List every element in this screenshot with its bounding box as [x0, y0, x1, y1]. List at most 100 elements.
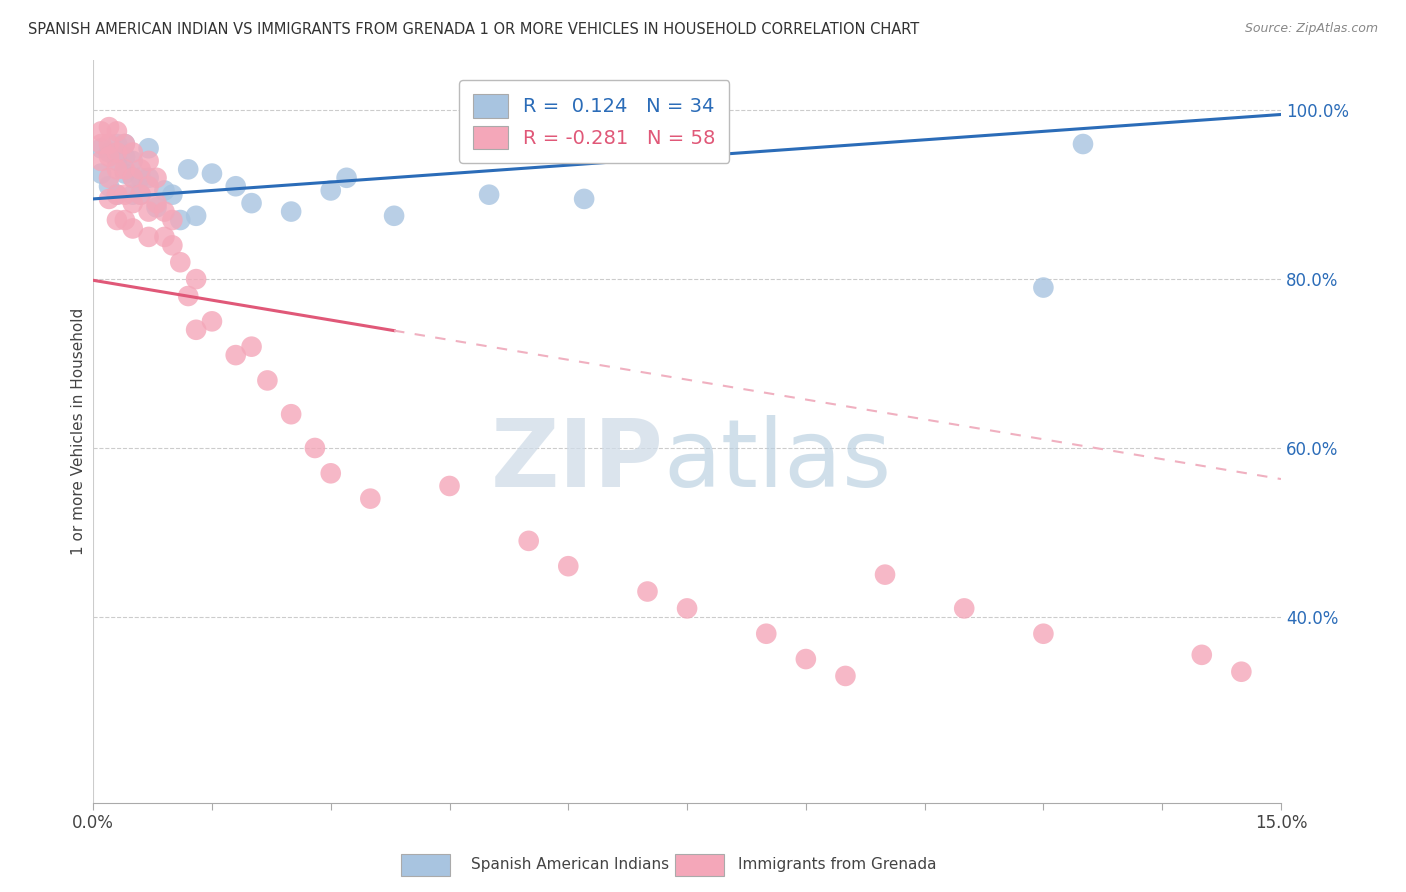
Text: Immigrants from Grenada: Immigrants from Grenada — [738, 857, 936, 872]
Point — [169, 213, 191, 227]
Text: ZIP: ZIP — [491, 415, 664, 507]
Point — [184, 209, 207, 223]
Point — [138, 141, 160, 155]
Point — [873, 567, 896, 582]
Point — [105, 213, 128, 227]
Point — [177, 289, 200, 303]
Point — [755, 626, 778, 640]
Point — [319, 467, 342, 481]
Point — [557, 559, 579, 574]
Point — [114, 136, 136, 151]
Point — [114, 136, 136, 151]
Legend: R =  0.124   N = 34, R = -0.281   N = 58: R = 0.124 N = 34, R = -0.281 N = 58 — [460, 80, 730, 163]
Point — [138, 230, 160, 244]
Point — [256, 374, 278, 388]
Point — [145, 200, 167, 214]
Point — [98, 179, 121, 194]
Point — [105, 124, 128, 138]
Point — [121, 170, 143, 185]
Point — [359, 491, 381, 506]
Point — [90, 167, 112, 181]
Point — [169, 255, 191, 269]
Point — [637, 584, 659, 599]
Point — [121, 153, 143, 168]
Point — [121, 221, 143, 235]
Point — [90, 136, 112, 151]
Point — [114, 150, 136, 164]
Y-axis label: 1 or more Vehicles in Household: 1 or more Vehicles in Household — [72, 308, 86, 555]
Point — [280, 407, 302, 421]
Point — [98, 145, 121, 160]
Point — [114, 187, 136, 202]
Point — [162, 187, 184, 202]
Point — [517, 533, 540, 548]
Point — [1032, 280, 1054, 294]
Point — [121, 196, 143, 211]
Point — [90, 141, 112, 155]
Point — [1032, 626, 1054, 640]
Point — [138, 153, 160, 168]
Point — [138, 179, 160, 194]
Point — [145, 196, 167, 211]
Point — [335, 170, 357, 185]
Point — [225, 348, 247, 362]
Point — [129, 170, 152, 185]
Point — [129, 187, 152, 202]
Point — [201, 314, 224, 328]
Point — [162, 238, 184, 252]
Point — [145, 170, 167, 185]
Point — [953, 601, 976, 615]
Point — [90, 153, 112, 168]
Point — [98, 150, 121, 164]
Point — [121, 170, 143, 185]
Point — [98, 192, 121, 206]
Point — [98, 120, 121, 135]
Point — [105, 187, 128, 202]
Point — [225, 179, 247, 194]
Point — [98, 170, 121, 185]
Point — [201, 167, 224, 181]
Point — [138, 204, 160, 219]
Point — [105, 145, 128, 160]
Point — [114, 162, 136, 177]
Point — [184, 272, 207, 286]
Point — [1230, 665, 1253, 679]
Point — [153, 184, 176, 198]
Point — [1071, 136, 1094, 151]
Point — [105, 153, 128, 168]
Point — [184, 323, 207, 337]
Point — [153, 230, 176, 244]
Point — [114, 213, 136, 227]
Text: Source: ZipAtlas.com: Source: ZipAtlas.com — [1244, 22, 1378, 36]
Point — [98, 136, 121, 151]
Text: Spanish American Indians: Spanish American Indians — [471, 857, 669, 872]
Point — [90, 124, 112, 138]
Point — [280, 204, 302, 219]
Point — [114, 167, 136, 181]
Text: SPANISH AMERICAN INDIAN VS IMMIGRANTS FROM GRENADA 1 OR MORE VEHICLES IN HOUSEHO: SPANISH AMERICAN INDIAN VS IMMIGRANTS FR… — [28, 22, 920, 37]
Point — [121, 145, 143, 160]
Point — [1191, 648, 1213, 662]
Point — [478, 187, 501, 202]
Point — [794, 652, 817, 666]
Point — [129, 187, 152, 202]
Point — [105, 187, 128, 202]
Point — [304, 441, 326, 455]
Point — [382, 209, 405, 223]
Point — [153, 204, 176, 219]
Point — [105, 136, 128, 151]
Point — [676, 601, 699, 615]
Point — [572, 192, 595, 206]
Point — [105, 162, 128, 177]
Point — [439, 479, 461, 493]
Point — [162, 213, 184, 227]
Point — [121, 187, 143, 202]
Point — [240, 196, 263, 211]
Point — [129, 162, 152, 177]
Point — [177, 162, 200, 177]
Point — [319, 184, 342, 198]
Point — [834, 669, 856, 683]
Point — [240, 340, 263, 354]
Point — [138, 170, 160, 185]
Text: atlas: atlas — [664, 415, 891, 507]
